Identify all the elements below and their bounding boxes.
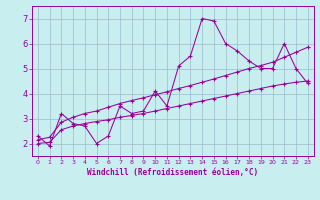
X-axis label: Windchill (Refroidissement éolien,°C): Windchill (Refroidissement éolien,°C) — [87, 168, 258, 177]
